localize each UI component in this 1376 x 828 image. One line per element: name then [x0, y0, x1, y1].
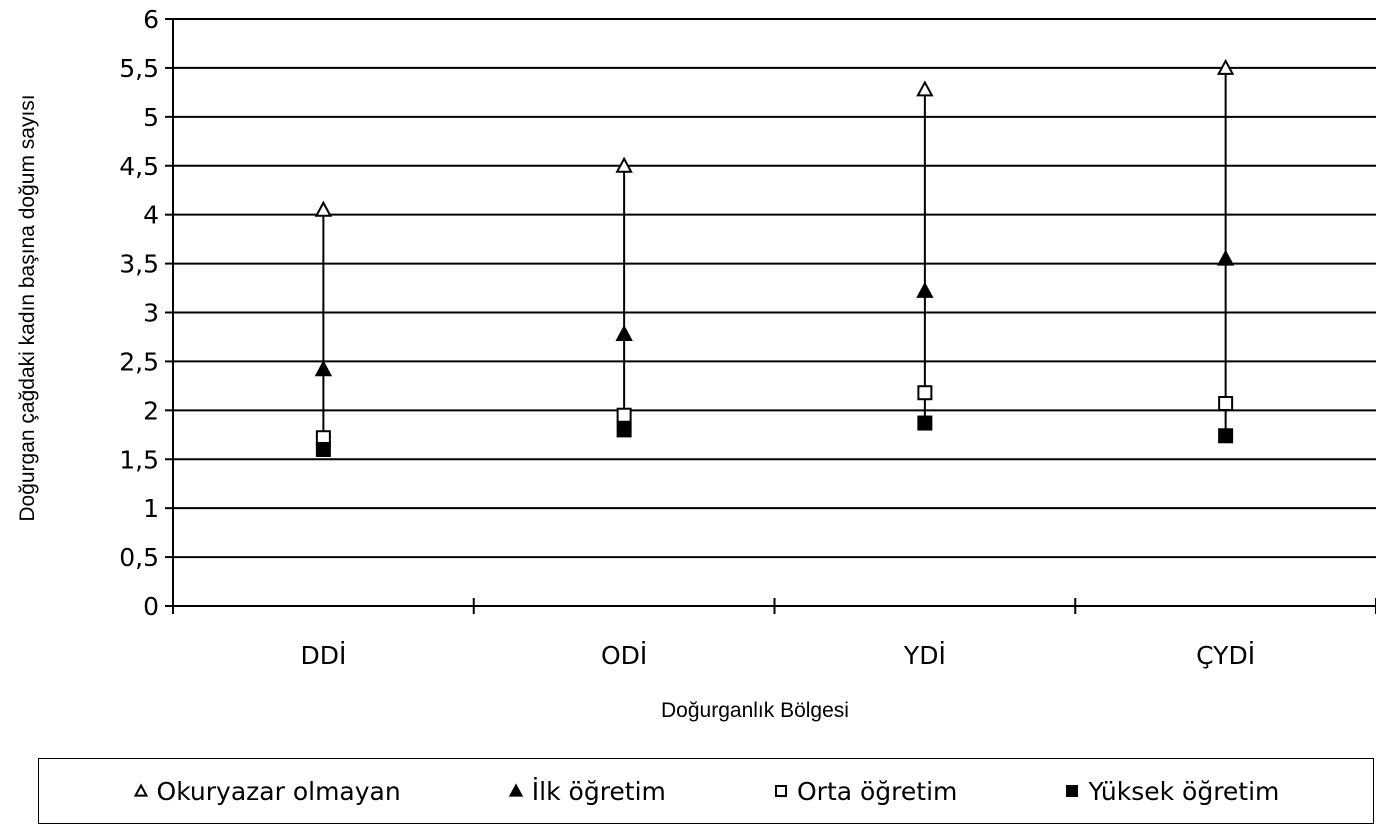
- legend-item: Orta öğretim: [773, 777, 957, 806]
- y-tick-label: 0,5: [119, 543, 159, 572]
- y-tick-label: 0: [143, 592, 159, 621]
- data-point-yüksek-öğretim: [1218, 428, 1234, 444]
- legend-marker-icon: [133, 783, 148, 797]
- legend-item: İlk öğretim: [508, 777, 666, 806]
- data-point-i-lk-öğretim: [314, 360, 333, 377]
- y-axis-title: Doğurgan çağdaki kadın başına doğum sayı…: [16, 94, 39, 521]
- x-category-label: ODİ: [601, 641, 647, 670]
- data-point-okuryazar-olmayan: [1216, 58, 1235, 75]
- y-tick-label: 2,5: [119, 347, 159, 376]
- category-labels: DDİ ODİ YDİ ÇYDİ: [300, 641, 1255, 670]
- data-point-yüksek-öğretim: [315, 441, 331, 457]
- data-point-okuryazar-olmayan: [916, 80, 934, 97]
- range-lines: [322, 67, 1227, 450]
- data-point-okuryazar-olmayan: [314, 200, 333, 217]
- data-point-orta-öğretim: [616, 407, 632, 423]
- legend-item: Yüksek öğretim: [1064, 777, 1279, 806]
- legend: Okuryazar olmayan İlk öğretim Orta öğretim…: [38, 758, 1374, 824]
- y-tick-label: 1: [143, 494, 159, 523]
- legend-marker-icon: [774, 785, 787, 797]
- x-axis: [172, 19, 1376, 614]
- data-point-i-lk-öğretim: [615, 324, 633, 341]
- y-tick-label: 5,5: [119, 54, 159, 83]
- legend-marker-icon: [508, 783, 523, 797]
- data-points: [314, 58, 1235, 457]
- data-point-yüksek-öğretim: [917, 415, 933, 431]
- chart: 00,511,522,533,544,555,56 DDİ ODİ YDİ ÇYDİ …: [16, 5, 1376, 722]
- x-axis-title: Doğurganlık Bölgesi: [661, 699, 849, 722]
- legend-label: Yüksek öğretim: [1088, 776, 1280, 806]
- legend-label: Okuryazar olmayan: [156, 776, 401, 806]
- data-point-okuryazar-olmayan: [615, 156, 633, 173]
- data-point-yüksek-öğretim: [616, 422, 632, 438]
- y-tick-label: 5: [143, 103, 159, 132]
- y-axis-ticks: 0 0,5 1 1,5 2 2,5 3 3,5 4 4,5 5 5,5 6: [119, 5, 173, 621]
- y-tick-label: 1,5: [119, 445, 159, 474]
- data-point-orta-öğretim: [917, 385, 933, 401]
- y-tick-label: 2: [143, 396, 159, 425]
- data-point-i-lk-öğretim: [1216, 249, 1235, 266]
- x-category-label: ÇYDİ: [1196, 641, 1255, 670]
- data-point-i-lk-öğretim: [916, 281, 934, 298]
- gridlines: [173, 18, 1376, 559]
- legend-marker: [133, 783, 148, 797]
- y-tick-label: 3,5: [119, 250, 159, 279]
- data-point-orta-öğretim: [1218, 395, 1234, 411]
- legend-marker: [1066, 785, 1079, 797]
- x-category-label: YDİ: [903, 641, 946, 670]
- legend-marker: [774, 785, 787, 797]
- x-category-label: DDİ: [300, 641, 346, 670]
- y-tick-label: 4,5: [119, 152, 159, 181]
- legend-marker-icon: [1066, 785, 1079, 797]
- y-tick-label: 3: [143, 299, 159, 328]
- y-tick-label: 6: [143, 5, 159, 34]
- legend-label: Orta öğretim: [796, 776, 958, 806]
- legend-item: Okuryazar olmayan: [133, 777, 401, 806]
- legend-marker: [508, 783, 523, 797]
- y-tick-label: 4: [143, 201, 159, 230]
- legend-label: İlk öğretim: [531, 776, 666, 806]
